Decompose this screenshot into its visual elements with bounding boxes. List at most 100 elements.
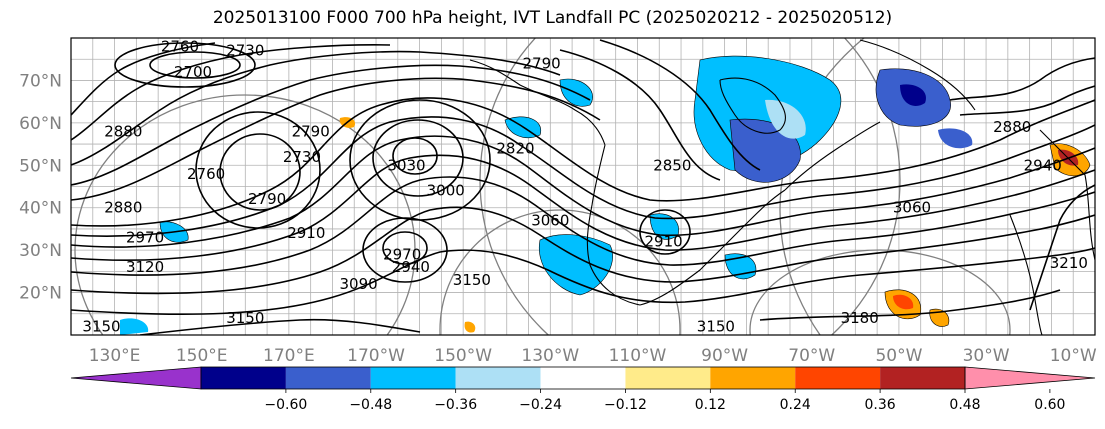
contour-closed-high-pacific-inner [372, 119, 464, 197]
contour-label: 3060 [893, 199, 931, 217]
contour-label: 2940 [1024, 156, 1062, 174]
colorbar-segment [285, 367, 371, 389]
contour-closed-low-kamchatka-inner [219, 133, 301, 211]
ivt-orange-region-midatlantic [929, 308, 950, 327]
coastline-gulf [639, 189, 786, 306]
ivt-red-core-atlantic [893, 294, 914, 310]
ivt-blue-region-newfoundland [938, 128, 973, 149]
contour-label: 3210 [1050, 254, 1088, 272]
colorbar-tick-label: −0.24 [519, 397, 562, 413]
contour-label: 2850 [653, 156, 691, 174]
contour-line [71, 64, 591, 186]
ivt-blue-region-south [120, 318, 149, 335]
contour-line [959, 85, 1095, 116]
contour-line [71, 44, 391, 141]
lat-tick-label: 60°N [19, 114, 62, 134]
ivt-darkblue-core [900, 84, 926, 106]
colorbar-tick-label: −0.36 [434, 397, 477, 413]
contour-label: 2730 [283, 148, 321, 166]
contour-line [71, 77, 601, 201]
map-plot-area [71, 38, 1095, 335]
contour-line [71, 97, 1095, 227]
lon-tick-label: 150°E [176, 346, 228, 366]
contour-label: 3150 [82, 318, 120, 336]
colorbar-tick-label: 0.24 [780, 397, 811, 413]
contour-label: 2910 [287, 224, 325, 242]
colorbar-segment [201, 367, 286, 389]
contour-label: 2970 [383, 245, 421, 263]
contour-label: 2730 [226, 42, 264, 60]
colorbar-segment [625, 367, 711, 389]
coastline-alaska [469, 59, 606, 146]
contour-line [599, 39, 761, 171]
contour-label: 2910 [645, 233, 683, 251]
lon-tick-label: 170°W [347, 346, 405, 366]
contour-closed-low-gulf [639, 209, 691, 255]
contour-label: 3150 [226, 309, 264, 327]
lon-tick-label: 130°E [89, 346, 141, 366]
contour-label: 2790 [248, 190, 286, 208]
contour-labels: 2760 2730 2700 2880 2790 2730 2760 2790 30303000… [82, 37, 1088, 336]
coastline-east-coast [784, 121, 881, 191]
contour-label: 3150 [697, 318, 735, 336]
colorbar-tick-labels: −0.60 −0.48 −0.36 −0.24 −0.12 0.12 0.24 0.36 0.4… [264, 389, 1065, 413]
contour-line [139, 318, 421, 335]
contour-label: 2760 [161, 37, 199, 55]
colorbar-segment [455, 367, 541, 389]
contour-closed-low-aleutian [114, 42, 256, 88]
contour-line [559, 49, 721, 181]
lon-tick-label: 130°W [521, 346, 579, 366]
lat-tick-label: 70°N [19, 71, 62, 91]
contour-label: 3150 [453, 271, 491, 289]
contour-line [71, 176, 1095, 276]
contour-closed-high-pacific-core [392, 137, 438, 175]
lon-tick-label: 70°W [788, 346, 835, 366]
coastline-hudson-bay [719, 77, 786, 134]
contour-label: 2940 [392, 258, 430, 276]
colorbar-segment [370, 367, 456, 389]
lon-tick-label: 50°W [875, 346, 922, 366]
colorbar-tick-label: 0.12 [695, 397, 726, 413]
lat-tick-label: 20°N [19, 284, 62, 304]
contour-label: 2790 [292, 122, 330, 140]
contour-line [71, 154, 1095, 261]
contour-line [71, 50, 561, 166]
colorbar-segment [710, 367, 796, 389]
colorbar-tick-label: −0.60 [264, 397, 307, 413]
lat-tick-label: 50°N [19, 156, 62, 176]
contour-label: 2790 [523, 54, 561, 72]
latitude-tick-labels: 70°N 60°N 50°N 40°N 30°N 20°N [19, 71, 62, 303]
figure-title: 2025013100 F000 700 hPa height, IVT Land… [212, 8, 893, 28]
contour-line [949, 57, 1095, 101]
longitude-tick-labels: 130°E 150°E 170°E 170°W 150°W 130°W 110°W 90°W 7… [89, 346, 1097, 366]
colorbar-segment [880, 367, 965, 389]
colorbar-frame [200, 366, 966, 390]
lon-tick-label: 170°E [263, 346, 315, 366]
coastline-west-coast [586, 144, 641, 306]
contour-closed-low-subtropical-inner [382, 231, 428, 265]
contour-closed-low-aleutian-inner [149, 51, 241, 79]
contour-line [71, 247, 1095, 316]
contour-label: 3030 [387, 156, 425, 174]
lon-tick-label: 150°W [434, 346, 492, 366]
lat-tick-label: 40°N [19, 199, 62, 219]
colorbar-tick-label: 0.48 [949, 397, 980, 413]
lat-tick-label: 30°N [19, 241, 62, 261]
map-frame [70, 37, 1096, 336]
colorbar-segment [795, 367, 881, 389]
contour-label: 2880 [993, 118, 1031, 136]
ivt-orange-region-east-pacific [464, 321, 476, 333]
ivt-blue-region-mexico [538, 234, 613, 296]
lon-tick-label: 30°W [963, 346, 1010, 366]
contour-label: 2700 [174, 63, 212, 81]
coastline-greenland [859, 39, 976, 111]
contour-label: 3180 [841, 309, 879, 327]
coastline-europe [1039, 129, 1095, 261]
lon-tick-label: 110°W [609, 346, 667, 366]
height-contours [71, 39, 1095, 335]
coastline-africa [1009, 214, 1043, 335]
contour-line [71, 135, 1095, 248]
contour-label: 2880 [104, 122, 142, 140]
colorbar [70, 366, 1096, 390]
